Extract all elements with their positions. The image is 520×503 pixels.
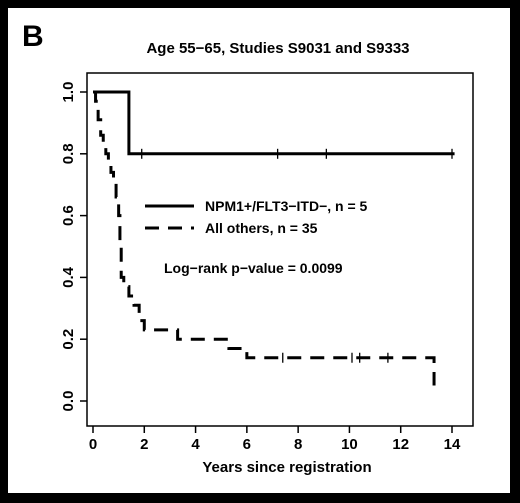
plot-frame [86, 72, 474, 427]
chart-panel: B Age 55−65, Studies S9031 and S9333 0 2 4… [8, 8, 510, 493]
y-tick-label: 0.6 [60, 205, 77, 226]
x-tick-label: 14 [444, 436, 461, 453]
legend-entry-others: All others, n = 35 [205, 220, 318, 236]
y-tick-label: 0.4 [60, 266, 77, 288]
legend: NPM1+/FLT3−ITD−, n = 5 All others, n = 3… [145, 198, 368, 236]
y-axis: 0.0 0.2 0.4 0.6 0.8 1.0 [60, 82, 87, 412]
x-tick-label: 2 [140, 436, 148, 453]
x-tick-label: 8 [294, 436, 302, 453]
y-tick-label: 0.8 [60, 143, 77, 164]
series-others-line [93, 90, 436, 386]
x-axis: 0 2 4 6 8 10 12 14 [89, 426, 461, 453]
panel-label: B [22, 20, 44, 53]
chart-title: Age 55−65, Studies S9031 and S9333 [146, 40, 409, 57]
x-tick-label: 0 [89, 436, 97, 453]
legend-entry-npm1: NPM1+/FLT3−ITD−, n = 5 [205, 198, 368, 214]
x-tick-label: 10 [341, 436, 358, 453]
y-tick-label: 0.0 [60, 391, 77, 412]
x-tick-label: 4 [191, 436, 200, 453]
x-tick-label: 6 [243, 436, 251, 453]
series-layer [93, 90, 455, 386]
logrank-annotation: Log−rank p−value = 0.0099 [164, 260, 343, 276]
y-tick-label: 1.0 [60, 82, 77, 103]
series-npm1-line [93, 90, 455, 156]
y-tick-label: 0.2 [60, 329, 77, 350]
chart-svg: B Age 55−65, Studies S9031 and S9333 0 2 4… [22, 20, 474, 476]
x-axis-label: Years since registration [202, 459, 371, 476]
x-tick-label: 12 [392, 436, 409, 453]
